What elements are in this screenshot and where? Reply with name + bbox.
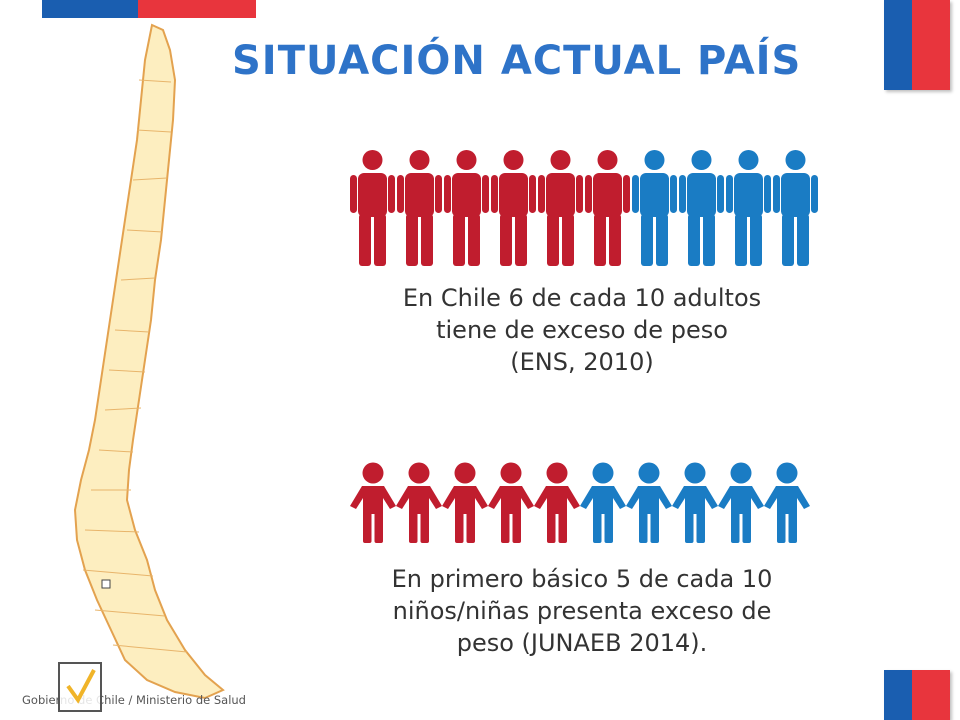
child-person-icon-overweight [488, 462, 534, 544]
adult-person-icon-overweight [585, 148, 630, 268]
child-person-icon-overweight [396, 462, 442, 544]
footer-text: Gobierno de Chile / Ministerio de Salud [22, 693, 246, 707]
adult-person-icon-normal [679, 148, 724, 268]
adults-pictogram-row [350, 148, 818, 268]
adult-person-icon-normal [632, 148, 677, 268]
child-person-icon-normal [718, 462, 764, 544]
child-person-icon-overweight [534, 462, 580, 544]
adults-caption-line: (ENS, 2010) [510, 348, 654, 376]
checkmark-logo-icon [58, 662, 102, 712]
adult-person-icon-normal [773, 148, 818, 268]
kids-caption-line: peso (JUNAEB 2014). [456, 629, 708, 657]
adult-person-icon-overweight [538, 148, 583, 268]
child-person-icon-normal [626, 462, 672, 544]
adult-person-icon-overweight [397, 148, 442, 268]
adult-person-icon-overweight [491, 148, 536, 268]
top-flag-bar [42, 0, 256, 18]
child-person-icon-overweight [442, 462, 488, 544]
adults-caption: En Chile 6 de cada 10 adultos tiene de e… [372, 282, 792, 378]
page-title: SITUACIÓN ACTUAL PAÍS [232, 38, 802, 84]
adult-person-icon-overweight [444, 148, 489, 268]
child-person-icon-normal [764, 462, 810, 544]
adult-person-icon-normal [726, 148, 771, 268]
top-bar-red [138, 0, 256, 18]
chile-map-image [73, 23, 225, 700]
adults-caption-line: En Chile 6 de cada 10 adultos [402, 284, 762, 312]
flag-bottom-right [884, 670, 950, 720]
kids-caption: En primero básico 5 de cada 10 niños/niñ… [362, 563, 802, 659]
top-bar-blue [42, 0, 138, 18]
child-person-icon-normal [580, 462, 626, 544]
kids-pictogram-row [350, 462, 810, 544]
adults-caption-line: tiene de exceso de peso [436, 316, 728, 344]
flag-top-right [884, 0, 950, 90]
kids-caption-line: En primero básico 5 de cada 10 [391, 565, 773, 593]
child-person-icon-overweight [350, 462, 396, 544]
adult-person-icon-overweight [350, 148, 395, 268]
kids-caption-line: niños/niñas presenta exceso de [392, 597, 772, 625]
child-person-icon-normal [672, 462, 718, 544]
